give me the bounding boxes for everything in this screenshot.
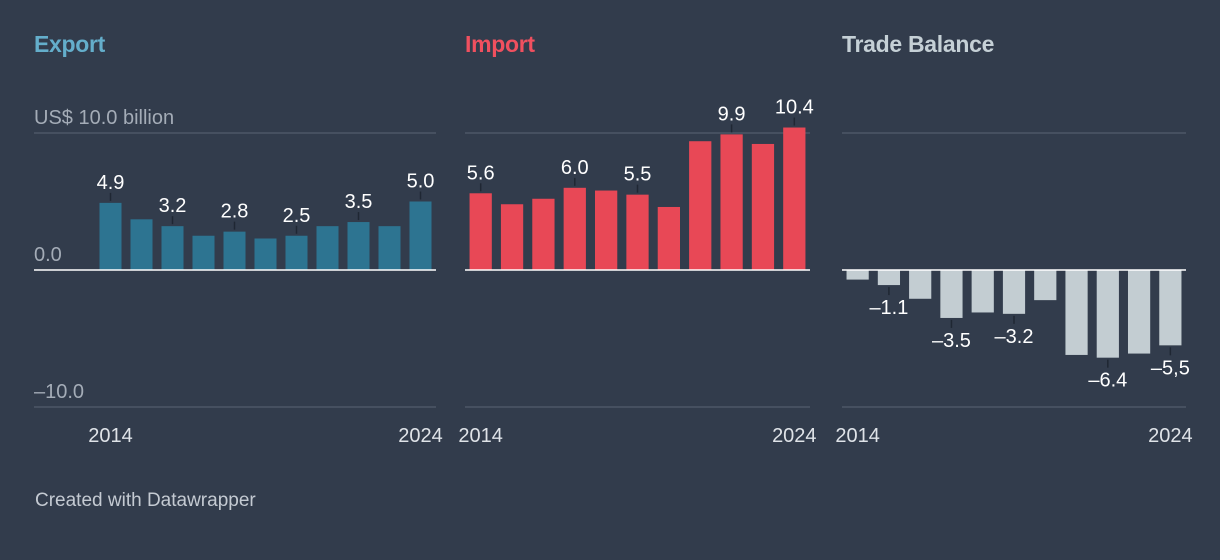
bar (846, 270, 869, 280)
bar (469, 193, 492, 270)
bar (595, 190, 618, 270)
x-tick-label: 2014 (458, 425, 503, 447)
bar (130, 219, 153, 270)
bar (751, 143, 775, 270)
bar (254, 238, 277, 270)
data-label: –1.1 (869, 297, 908, 319)
data-label: –3.5 (932, 330, 971, 352)
bar (909, 270, 932, 299)
data-label: 10.4 (775, 97, 814, 119)
data-label: –6.4 (1088, 370, 1127, 392)
y-tick-label: –10.0 (34, 381, 84, 403)
data-label: 5.6 (467, 162, 495, 184)
data-label: 6.0 (561, 157, 589, 179)
data-label: 3.5 (345, 191, 373, 213)
bar (285, 235, 308, 270)
bar (161, 226, 184, 270)
datawrapper-credit: Created with Datawrapper (35, 490, 256, 511)
panel-title: Import (465, 31, 535, 57)
bar (877, 270, 901, 286)
bar (347, 222, 370, 270)
data-label: –5,5 (1151, 357, 1190, 379)
bar (316, 226, 339, 270)
bar (1034, 270, 1057, 301)
bar (783, 127, 806, 271)
bar (1127, 270, 1151, 354)
bar (409, 201, 432, 270)
bar (192, 235, 215, 270)
bar (940, 270, 963, 318)
data-label: –3.2 (995, 326, 1034, 348)
bar (720, 134, 743, 270)
panel-trade-balance: Trade Balance –1.1 –3.5 –3.2 –6.4 –5,5 2014 202… (835, 31, 1192, 447)
bar (1159, 270, 1182, 346)
data-label: 3.2 (159, 195, 187, 217)
bar (563, 187, 586, 270)
bar (971, 270, 994, 313)
x-tick-label: 2024 (772, 425, 817, 447)
bar (689, 141, 712, 270)
bar (657, 206, 680, 270)
bar (378, 226, 401, 270)
x-tick-label: 2014 (88, 425, 133, 447)
data-label: 5.5 (624, 164, 652, 186)
bar (500, 204, 524, 270)
data-label: 4.9 (97, 172, 125, 194)
panel-title: Export (34, 31, 106, 57)
y-tick-label: 0.0 (34, 244, 62, 266)
y-axis-unit-label: US$ 10.0 billion (34, 107, 174, 129)
bar (223, 231, 246, 270)
x-tick-label: 2024 (1148, 425, 1193, 447)
data-label: 9.9 (718, 103, 746, 125)
bar (626, 194, 649, 270)
bar (1065, 270, 1088, 355)
x-tick-label: 2024 (398, 425, 443, 447)
data-label: 5.0 (407, 171, 435, 193)
x-tick-label: 2014 (835, 425, 880, 447)
bar (1002, 270, 1026, 314)
data-label: 2.5 (283, 205, 311, 227)
panel-export: Export US$ 10.0 billion 0.0 –10.0 4.9 3.2 2.8 2… (34, 31, 443, 447)
data-label: 2.8 (221, 201, 249, 223)
bar (99, 202, 122, 270)
bar (532, 198, 555, 270)
bar (1096, 270, 1119, 358)
panel-import: Import 5.6 6.0 5.5 9.9 10.4 2014 2024 (458, 31, 816, 447)
panel-title: Trade Balance (842, 31, 994, 57)
